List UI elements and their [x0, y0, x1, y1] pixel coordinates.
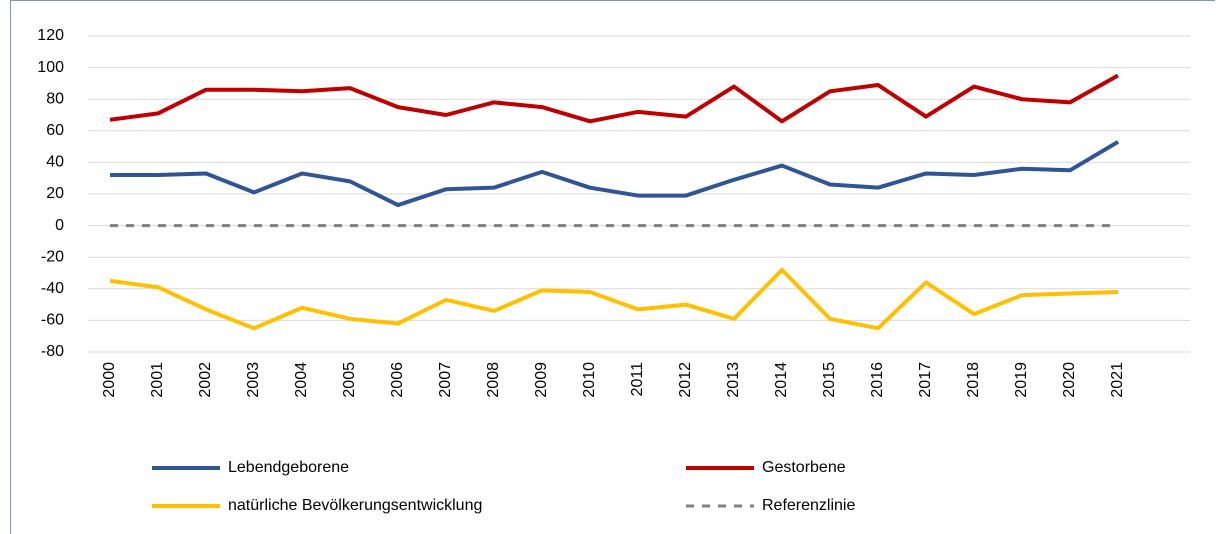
x-tick-label: 2000 [101, 362, 118, 398]
x-tick-label: 2013 [725, 362, 742, 398]
x-tick-label: 2016 [869, 362, 886, 398]
y-tick-label: 0 [55, 217, 64, 234]
x-tick-label: 2011 [629, 362, 646, 397]
series-line [110, 140, 1120, 208]
frame [10, 0, 1215, 534]
series-line [109, 73, 1119, 124]
y-tick-label: -20 [41, 248, 64, 265]
y-tick-label: -60 [41, 312, 64, 329]
x-tick-label: 2017 [917, 362, 934, 398]
x-tick-label: 2009 [533, 362, 550, 398]
y-tick-label: 120 [37, 27, 64, 44]
x-tick-label: 2004 [293, 362, 310, 398]
legend-label: Gestorbene [762, 459, 846, 476]
x-tick-label: 2014 [773, 362, 790, 398]
y-tick-label: 80 [46, 90, 64, 107]
x-tick-label: 2005 [341, 362, 358, 398]
y-tick-label: -80 [41, 343, 64, 360]
y-tick-label: 40 [46, 154, 64, 171]
x-tick-label: 2012 [677, 362, 694, 398]
x-tick-label: 2018 [965, 362, 982, 398]
x-tick-label: 2019 [1013, 362, 1030, 398]
x-tick-label: 2020 [1061, 362, 1078, 398]
y-tick-label: 60 [46, 122, 64, 139]
x-tick-label: 2003 [245, 362, 262, 398]
legend-label: natürliche Bevölkerungsentwicklung [228, 497, 482, 514]
series-line [109, 267, 1119, 331]
x-tick-label: 2010 [581, 362, 598, 398]
x-tick-label: 2002 [197, 362, 214, 398]
x-tick-label: 2006 [389, 362, 406, 398]
y-tick-label: 100 [37, 59, 64, 76]
x-tick-label: 2007 [437, 362, 454, 398]
legend-label: Referenzlinie [762, 497, 855, 514]
legend-label: Lebendgeborene [228, 459, 349, 476]
y-tick-label: 20 [46, 185, 64, 202]
x-tick-label: 2021 [1109, 362, 1126, 398]
y-tick-label: -40 [41, 280, 64, 297]
x-tick-label: 2015 [821, 362, 838, 398]
x-tick-label: 2008 [485, 362, 502, 398]
x-tick-label: 2001 [149, 362, 166, 398]
